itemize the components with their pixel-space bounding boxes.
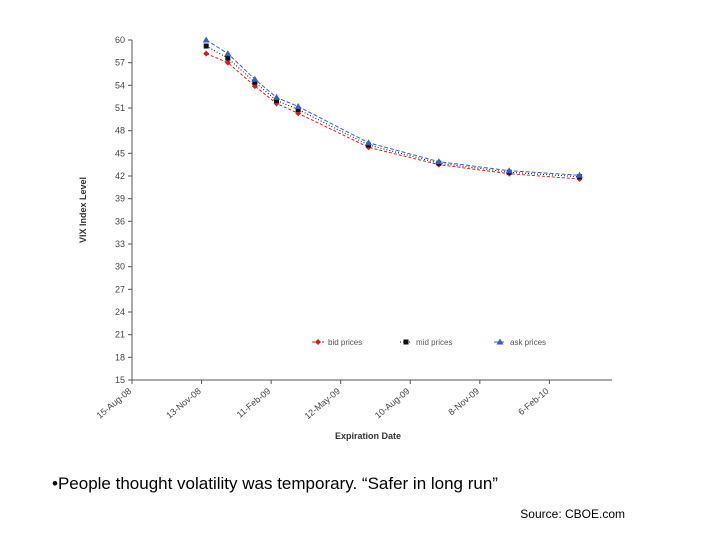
y-tick-label: 60 — [115, 35, 125, 45]
vix-term-structure-chart: 15 18 21 24 27 30 33 36 39 42 45 48 51 54 57 60 15-Aug-0… — [78, 35, 612, 441]
y-tick-label: 27 — [115, 284, 125, 294]
y-tick-label: 48 — [115, 126, 125, 136]
plot-area: 15 18 21 24 27 30 33 36 39 42 45 48 51 54 57 60 15-Aug-0… — [78, 35, 612, 441]
data-point-mid-prices — [295, 107, 301, 113]
data-point-ask-prices — [576, 171, 584, 178]
series-line-mid-prices — [205, 45, 580, 178]
legend-label: mid prices — [416, 338, 452, 347]
y-tick-label: 45 — [115, 148, 125, 158]
y-tick-label: 21 — [115, 330, 125, 340]
x-tick-label: 10-Aug-09 — [373, 386, 412, 421]
y-tick-label: 57 — [115, 58, 125, 68]
data-point-mid-prices — [225, 55, 231, 61]
y-tick-label: 42 — [115, 171, 125, 181]
y-tick-label: 39 — [115, 194, 125, 204]
data-point-ask-prices — [224, 50, 232, 57]
data-point-ask-prices — [294, 102, 302, 109]
x-tick-label: 12-May-09 — [303, 386, 342, 421]
source-text: Source: CBOE.com — [520, 507, 625, 521]
y-tick-label: 54 — [115, 80, 125, 90]
legend-label: bid prices — [328, 338, 362, 347]
data-point-bid-prices — [203, 50, 210, 57]
x-axis-title: Expiration Date — [335, 431, 401, 441]
legend-marker — [403, 339, 409, 345]
y-tick-label: 30 — [115, 262, 125, 272]
data-point-ask-prices — [505, 167, 513, 174]
y-tick-label: 18 — [115, 352, 125, 362]
data-point-ask-prices — [365, 139, 373, 146]
data-point-bid-prices — [224, 59, 231, 66]
data-point-ask-prices — [273, 93, 281, 100]
legend-marker — [315, 339, 321, 345]
x-tick-label: 8-Nov-09 — [446, 386, 481, 417]
x-tick-label: 15-Aug-08 — [95, 386, 134, 421]
data-point-mid-prices — [274, 97, 280, 103]
x-tick-label: 11-Feb-09 — [235, 386, 273, 420]
data-point-ask-prices — [251, 75, 259, 82]
y-tick-label: 36 — [115, 216, 125, 226]
series-line-ask-prices — [205, 39, 580, 176]
y-tick-label: 51 — [115, 103, 125, 113]
y-axis-title: VIX Index Level — [78, 177, 88, 243]
data-point-mid-prices — [203, 43, 209, 49]
data-point-ask-prices — [202, 36, 210, 43]
legend-marker — [496, 338, 504, 345]
y-tick-label: 33 — [115, 239, 125, 249]
data-point-ask-prices — [435, 158, 443, 165]
series-line-bid-prices — [206, 53, 580, 180]
x-tick-label: 6-Feb-10 — [516, 386, 550, 417]
bullet-text: •People thought volatility was temporary… — [52, 474, 498, 493]
legend-label: ask prices — [510, 338, 546, 347]
y-tick-label: 15 — [115, 375, 125, 385]
data-point-mid-prices — [252, 79, 258, 85]
y-tick-label: 24 — [115, 307, 125, 317]
x-tick-label: 13-Nov-08 — [164, 386, 203, 421]
